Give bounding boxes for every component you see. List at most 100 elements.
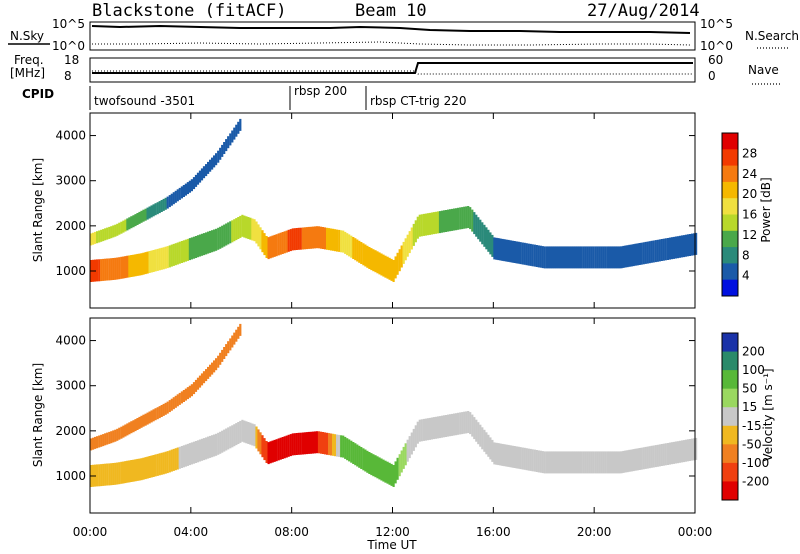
- power-cell: [545, 246, 548, 269]
- power-cell: [257, 224, 260, 247]
- velocity-cell: [239, 420, 242, 443]
- power-cell: [672, 236, 675, 259]
- power-cell: [114, 224, 117, 237]
- power-cell: [168, 195, 171, 208]
- power-cell: [213, 229, 216, 252]
- velocity-cell: [162, 452, 165, 475]
- power-cell: [299, 227, 302, 250]
- velocity-cell: [481, 427, 484, 450]
- velocity-cell: [211, 435, 214, 458]
- velocity-cell: [563, 451, 567, 474]
- power-cell: [600, 246, 603, 269]
- power-cell: [162, 198, 165, 211]
- velocity-cell: [364, 449, 367, 472]
- power-cell: [360, 242, 363, 264]
- velocity-cell: [249, 422, 252, 445]
- velocity-cell: [414, 425, 417, 448]
- velocity-cell: [422, 418, 425, 441]
- power-cell: [132, 215, 135, 228]
- power-cell: [124, 256, 127, 279]
- velocity-cell: [426, 418, 429, 441]
- power-cell: [247, 217, 250, 239]
- power-cell: [336, 229, 339, 252]
- power-cell: [535, 245, 538, 267]
- velocity-cell: [174, 448, 177, 471]
- power-cell: [116, 223, 119, 236]
- velocity-cell: [190, 384, 193, 397]
- velocity-cell: [198, 375, 202, 388]
- velocity-cell: [453, 413, 456, 436]
- velocity-cell: [650, 445, 653, 468]
- power-cell: [211, 230, 214, 253]
- velocity-cell: [124, 461, 127, 484]
- power-colorbar-tick: 4: [742, 269, 750, 283]
- power-cell: [481, 222, 484, 245]
- power-cell: [410, 227, 413, 250]
- velocity-cell: [265, 441, 268, 463]
- velocity-cell: [553, 451, 556, 474]
- velocity-cell: [273, 439, 276, 462]
- power-cell: [134, 254, 137, 277]
- power-cell: [237, 121, 240, 134]
- velocity-cell: [436, 416, 440, 439]
- velocity-cell: [380, 458, 383, 481]
- velocity-cell: [225, 428, 228, 451]
- power-cell: [221, 225, 224, 248]
- velocity-cell: [473, 417, 476, 440]
- power-cell: [664, 238, 667, 261]
- power-cell: [118, 222, 121, 235]
- velocity-cell: [114, 462, 117, 485]
- power-cell: [588, 246, 591, 269]
- velocity-cell: [519, 447, 522, 470]
- velocity-cell: [686, 439, 690, 462]
- power-cell: [422, 213, 425, 236]
- power-cell: [227, 136, 230, 149]
- velocity-cell: [400, 450, 403, 473]
- power-cell: [118, 257, 121, 280]
- velocity-cell: [118, 462, 121, 485]
- power-cell: [223, 142, 226, 154]
- velocity-cell: [124, 424, 127, 437]
- power-colorbar-swatch: [722, 198, 738, 215]
- velocity-cell: [299, 432, 302, 455]
- velocity-cell: [432, 417, 435, 440]
- velocity-cell: [434, 416, 438, 439]
- power-cell: [154, 249, 157, 272]
- power-cell: [164, 197, 167, 210]
- velocity-cell: [386, 461, 389, 484]
- power-cell: [231, 220, 234, 243]
- power-cell: [198, 234, 202, 257]
- velocity-cell: [485, 432, 488, 455]
- power-cell: [691, 233, 694, 256]
- power-cell: [130, 255, 133, 277]
- velocity-cell: [420, 419, 423, 442]
- velocity-cell: [372, 454, 375, 477]
- power-cell: [96, 259, 99, 282]
- velocity-cell: [438, 416, 442, 439]
- x-tick-label: 04:00: [174, 525, 209, 539]
- velocity-cell: [418, 419, 421, 442]
- velocity-cell: [100, 464, 103, 487]
- velocity-cell: [176, 394, 179, 407]
- power-cell: [233, 219, 236, 242]
- power-cell: [436, 211, 440, 234]
- velocity-cell: [523, 447, 526, 470]
- velocity-colorbar-swatch: [722, 351, 738, 371]
- velocity-cell: [98, 464, 101, 487]
- velocity-cell: [108, 431, 111, 444]
- nsky-trace: [91, 24, 691, 34]
- power-cell: [376, 251, 379, 274]
- power-cell: [114, 257, 117, 280]
- power-cell: [225, 139, 228, 152]
- power-cell: [150, 250, 153, 273]
- power-cell: [287, 229, 290, 252]
- power-cell: [590, 246, 593, 269]
- velocity-cell: [174, 395, 177, 408]
- velocity-cell: [178, 446, 181, 469]
- power-cell: [283, 231, 286, 254]
- velocity-cell: [233, 332, 236, 345]
- velocity-cell: [428, 417, 431, 440]
- velocity-cell: [279, 437, 282, 460]
- velocity-cell: [555, 451, 558, 474]
- power-colorbar-swatch: [722, 263, 738, 281]
